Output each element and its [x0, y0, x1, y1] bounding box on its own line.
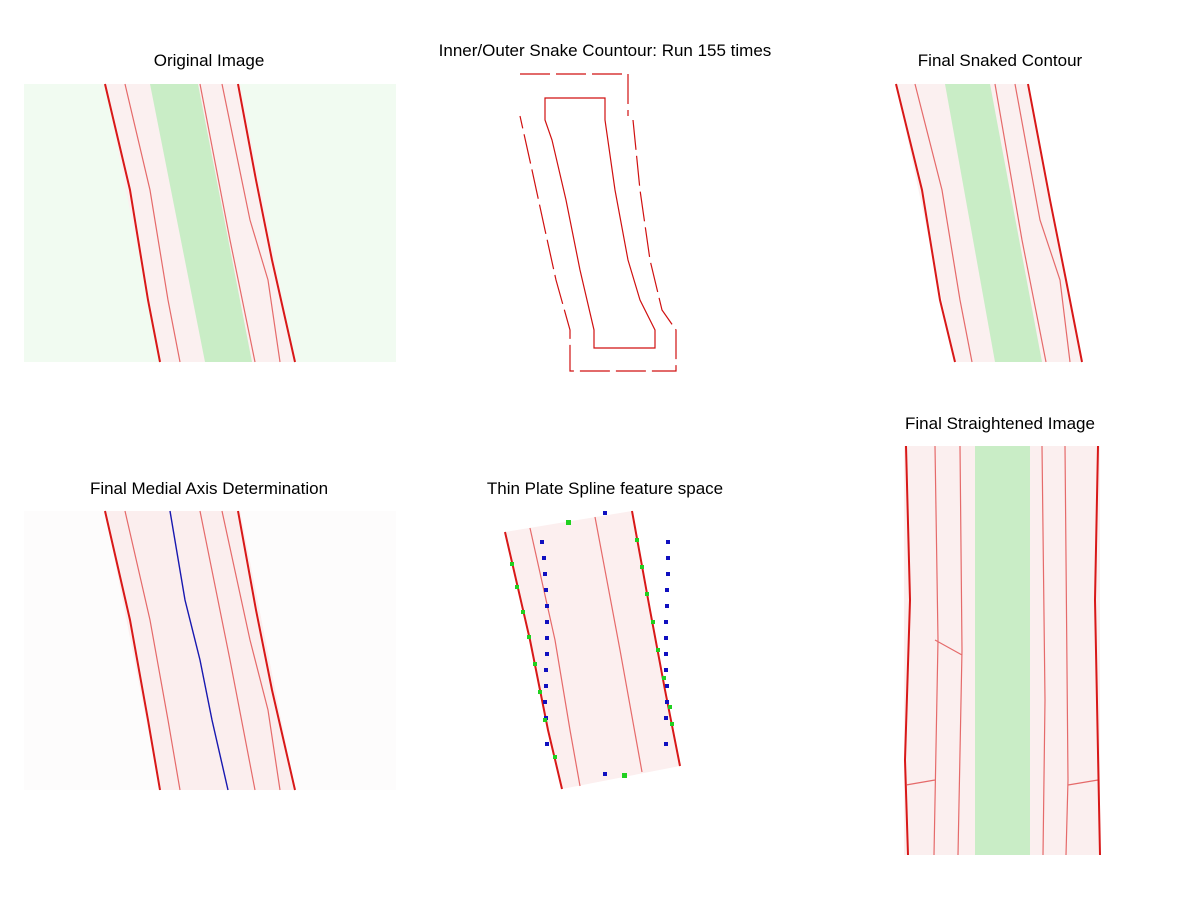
cell-wall: [1027, 83, 1083, 363]
green-band: [975, 446, 1030, 855]
target-points: [510, 520, 674, 778]
root-band: [105, 511, 295, 790]
panel-original: Original Image: [24, 51, 396, 363]
cell-wall: [895, 83, 956, 363]
panel-snake: Inner/Outer Snake Countour: Run 155 time…: [439, 41, 772, 372]
cell-wall: [104, 510, 161, 791]
outer-contour: [519, 73, 677, 372]
cell-wall: [237, 83, 296, 363]
cell-wall: [124, 83, 281, 363]
panel-title: Thin Plate Spline feature space: [487, 479, 723, 498]
cell-wall: [237, 510, 296, 791]
panel-medial: Final Medial Axis Determination: [24, 479, 396, 791]
cell-wall: [124, 510, 281, 791]
cell-wall: [529, 516, 643, 787]
panel-title: Original Image: [154, 51, 265, 70]
warped-image: [505, 511, 680, 789]
cell-wall: [903, 445, 912, 856]
panel-snaked: Final Snaked Contour: [895, 51, 1083, 363]
green-band: [150, 84, 252, 362]
panel-straightened: Final Straightened Image: [903, 414, 1101, 856]
inner-contour: [544, 97, 656, 349]
panel-spline: Thin Plate Spline feature space: [487, 479, 723, 790]
cell-wall: [905, 445, 1099, 856]
medial-axis: [169, 510, 229, 791]
panel-title: Final Straightened Image: [905, 414, 1095, 433]
cell-wall: [1093, 445, 1101, 856]
control-points: [540, 511, 670, 776]
panel-title: Final Snaked Contour: [918, 51, 1083, 70]
panel-title: Final Medial Axis Determination: [90, 479, 328, 498]
panel-title: Inner/Outer Snake Countour: Run 155 time…: [439, 41, 772, 60]
cell-wall: [104, 83, 161, 363]
green-band: [945, 84, 1042, 362]
cell-wall: [914, 83, 1071, 363]
